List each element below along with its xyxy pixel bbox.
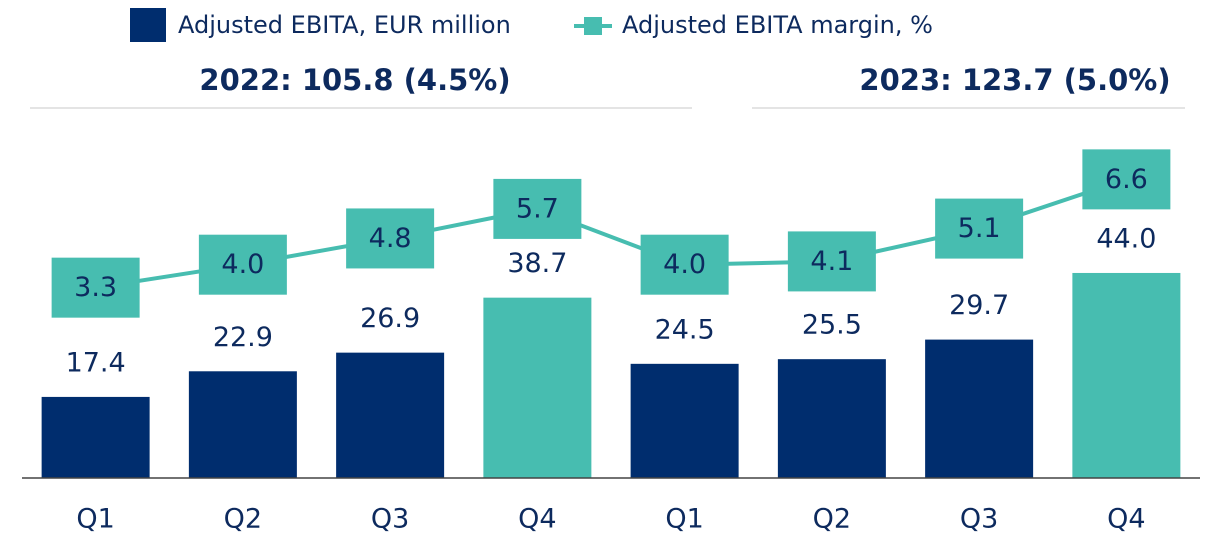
bar-value-label: 38.7 (507, 248, 567, 279)
margin-marker (346, 208, 435, 269)
legend-swatch (130, 8, 166, 42)
bar (336, 352, 445, 478)
margin-value-label: 3.3 (74, 272, 117, 303)
x-tick-label: Q1 (665, 504, 703, 535)
bar (777, 359, 886, 478)
bar (483, 297, 592, 478)
margin-marker (51, 257, 140, 318)
bar (41, 396, 150, 478)
margin-value-label: 5.7 (516, 193, 559, 224)
bar (1072, 272, 1181, 478)
x-tick-label: Q3 (371, 504, 409, 535)
x-tick-label: Q4 (518, 504, 556, 535)
x-tick-label: Q3 (960, 504, 998, 535)
bar-value-label: 25.5 (802, 310, 862, 341)
margin-value-label: 4.1 (810, 246, 853, 277)
bar-value-label: 29.7 (949, 290, 1009, 321)
margin-value-label: 4.8 (369, 223, 412, 254)
legend-label: Adjusted EBITA, EUR million (178, 11, 511, 39)
margin-value-label: 4.0 (663, 249, 706, 280)
x-tick-label: Q2 (224, 504, 262, 535)
margin-value-label: 5.1 (958, 213, 1001, 244)
group-label: 2023: 123.7 (5.0%) (859, 63, 1170, 97)
margin-marker (787, 231, 876, 292)
bar-value-label: 44.0 (1096, 223, 1156, 254)
x-tick-label: Q1 (76, 504, 114, 535)
bar-value-label: 17.4 (66, 347, 126, 378)
margin-marker (493, 178, 582, 239)
margin-marker (198, 234, 287, 295)
margin-value-label: 6.6 (1105, 164, 1148, 195)
margin-marker (1082, 149, 1171, 210)
x-tick-label: Q2 (813, 504, 851, 535)
margin-marker (640, 234, 729, 295)
x-tick-label: Q4 (1107, 504, 1145, 535)
bar-value-label: 22.9 (213, 322, 273, 353)
bar (188, 371, 297, 478)
legend-marker (584, 17, 602, 35)
legend-label: Adjusted EBITA margin, % (622, 11, 933, 39)
bar (925, 339, 1034, 478)
bar (630, 363, 739, 478)
group-label: 2022: 105.8 (4.5%) (199, 63, 510, 97)
margin-value-label: 4.0 (221, 249, 264, 280)
margin-marker (935, 198, 1024, 259)
bar-value-label: 24.5 (655, 314, 715, 345)
bar-value-label: 26.9 (360, 303, 420, 334)
